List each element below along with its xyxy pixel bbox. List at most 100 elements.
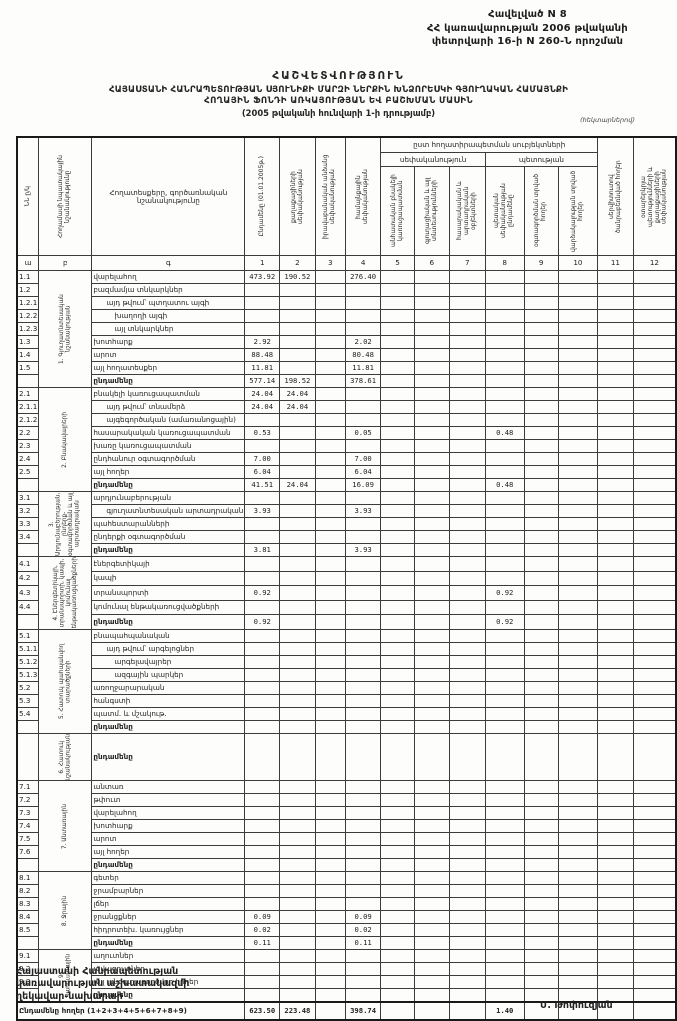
value-cell-c5 — [380, 517, 415, 531]
value-cell-c5 — [380, 693, 415, 708]
value-cell-c1 — [244, 897, 281, 912]
value-cell-c3 — [314, 923, 346, 938]
value-cell-c12 — [632, 465, 677, 479]
value-cell-c11 — [597, 871, 634, 886]
section-label-8: 8. Ջրային — [38, 871, 93, 951]
row-number: 1.2.2 — [16, 309, 40, 323]
value-cell-c6 — [413, 897, 450, 912]
value-cell-c4 — [344, 570, 382, 586]
value-cell-c2 — [279, 780, 316, 795]
value-cell-c10 — [557, 628, 599, 643]
value-cell-c4: 6.04 — [344, 465, 382, 479]
value-cell-c4 — [344, 806, 382, 821]
value-cell-c9 — [523, 556, 559, 572]
value-cell-c12 — [632, 361, 677, 375]
value-cell-c10 — [557, 949, 599, 964]
value-cell-c10 — [557, 719, 599, 734]
value-cell-c10 — [557, 570, 599, 586]
value-cell-c2: 24.04 — [279, 478, 316, 492]
value-cell-c12 — [632, 614, 677, 630]
value-cell-c4 — [344, 491, 382, 505]
row-label: բնապահպանական — [91, 628, 246, 643]
value-cell-c1 — [244, 732, 281, 782]
value-cell-c2 — [279, 884, 316, 899]
appendix-line-1: Հավելված N 8 — [488, 9, 567, 20]
value-cell-c9 — [523, 719, 559, 734]
value-cell-c8 — [484, 570, 525, 586]
value-cell-c4 — [344, 793, 382, 808]
value-cell-c9 — [523, 478, 559, 492]
value-cell-c10 — [557, 832, 599, 847]
row-number — [16, 374, 40, 388]
report-date-note: (2005 թվականի հունվարի 1-ի դրությամբ) — [241, 108, 436, 118]
value-cell-c7 — [448, 504, 486, 518]
value-cell-c1 — [244, 819, 281, 834]
value-cell-c10 — [557, 693, 599, 708]
value-cell-c6 — [413, 719, 450, 734]
value-cell-c2 — [279, 732, 316, 782]
value-cell-c3 — [314, 732, 346, 782]
value-cell-c11 — [597, 923, 634, 938]
value-cell-c8 — [484, 706, 525, 721]
value-cell-c10 — [557, 667, 599, 682]
section-label-1: 1. Գյուղատնտեսական նշանակության — [38, 270, 93, 388]
value-cell-c10 — [557, 361, 599, 375]
row-label: հանգստի — [91, 693, 246, 708]
value-cell-c6 — [413, 923, 450, 938]
value-cell-c6 — [413, 478, 450, 492]
value-cell-c1 — [244, 858, 281, 873]
value-cell-c7 — [448, 680, 486, 695]
row-label: աղուտներ — [91, 949, 246, 964]
value-cell-c8 — [484, 923, 525, 938]
value-cell-c4 — [344, 719, 382, 734]
value-cell-c8 — [484, 654, 525, 669]
value-cell-c6 — [413, 361, 450, 375]
value-cell-c11 — [597, 654, 634, 669]
value-cell-c2 — [279, 628, 316, 643]
value-cell-c4 — [344, 949, 382, 964]
value-cell-c3 — [314, 387, 346, 401]
row-number: 1.5 — [16, 361, 40, 375]
row-label: ընդհանուր օգտագործման — [91, 452, 246, 466]
section-label-6: 6. Հատուկ նշանակության — [38, 732, 93, 782]
value-cell-c4 — [344, 614, 382, 630]
value-cell-c11 — [597, 504, 634, 518]
row-label: հիդրոտեխ. կառույցներ — [91, 923, 246, 938]
value-cell-c11 — [597, 936, 634, 951]
value-cell-c2 — [279, 348, 316, 362]
value-cell-c8: 0.48 — [484, 426, 525, 440]
value-cell-c8 — [484, 897, 525, 912]
row-number: 9.1 — [16, 949, 40, 964]
value-cell-c9 — [523, 504, 559, 518]
value-cell-c3 — [314, 667, 346, 682]
value-cell-c6 — [413, 585, 450, 601]
row-number — [16, 543, 40, 557]
value-cell-c3 — [314, 413, 346, 427]
value-cell-c7 — [448, 270, 486, 284]
value-cell-c3 — [314, 348, 346, 362]
value-cell-c7 — [448, 599, 486, 615]
value-cell-c4: 0.09 — [344, 910, 382, 925]
row-number: 2.3 — [16, 439, 40, 453]
row-label: այլ հողեր — [91, 465, 246, 479]
value-cell-c2: 198.52 — [279, 374, 316, 388]
value-cell-c5 — [380, 949, 415, 964]
row-number: 7.4 — [16, 819, 40, 834]
value-cell-c12 — [632, 426, 677, 440]
value-cell-c12 — [632, 832, 677, 847]
value-cell-c11 — [597, 400, 634, 414]
row-label: էներգետիկայի — [91, 556, 246, 572]
value-cell-c1: 3.81 — [244, 543, 281, 557]
report-subtitle-subject: ՀՈՂԱՅԻՆ ՖՈՆԴԻ ԱՌԿԱՅՈՒԹՅԱՆ ԵՎ ԲԱՇԽՄԱՆ ՄԱՍ… — [204, 96, 473, 106]
value-cell-c2 — [279, 832, 316, 847]
value-cell-c4 — [344, 871, 382, 886]
value-cell-c3 — [314, 491, 346, 505]
value-cell-c9 — [523, 439, 559, 453]
value-cell-c4 — [344, 322, 382, 336]
value-cell-c8 — [484, 845, 525, 860]
signatory-line-3: ղեկավար-նախարար — [16, 990, 123, 1002]
value-cell-c11 — [597, 296, 634, 310]
value-cell-c3 — [314, 556, 346, 572]
value-cell-c3 — [314, 871, 346, 886]
value-cell-c7 — [448, 845, 486, 860]
